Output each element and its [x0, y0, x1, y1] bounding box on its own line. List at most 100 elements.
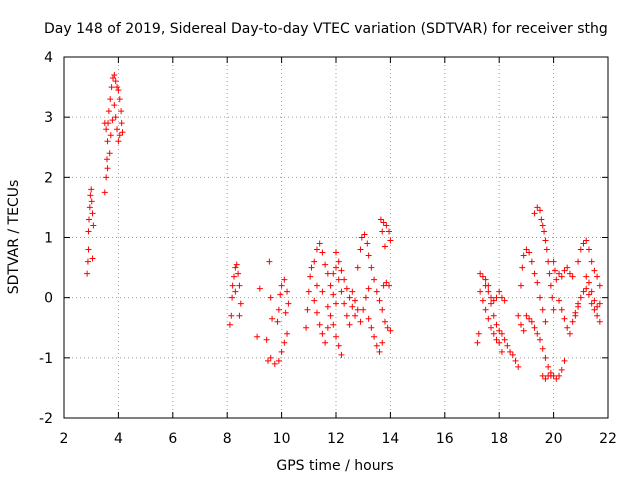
data-point — [519, 264, 526, 271]
data-point — [507, 348, 514, 355]
data-point — [549, 294, 556, 301]
data-point — [585, 246, 592, 253]
data-point — [485, 315, 492, 322]
data-point — [101, 189, 108, 196]
data-point — [490, 330, 497, 337]
data-point — [349, 288, 356, 295]
y-tick-label: -2 — [39, 411, 53, 427]
y-tick-label: -1 — [39, 351, 53, 367]
y-tick-label: 4 — [44, 50, 53, 66]
x-axis-label: GPS time / hours — [276, 458, 393, 474]
data-point — [275, 357, 282, 364]
data-point — [564, 324, 571, 331]
data-point — [346, 294, 353, 301]
data-point — [85, 228, 92, 235]
data-point — [545, 372, 552, 379]
data-point — [303, 324, 310, 331]
data-point — [284, 330, 291, 337]
data-point — [596, 300, 603, 307]
data-point — [256, 285, 263, 292]
data-point — [226, 321, 233, 328]
data-point — [373, 342, 380, 349]
data-point — [379, 228, 386, 235]
data-point — [89, 255, 96, 262]
data-point — [105, 108, 112, 115]
x-tick-label: 12 — [327, 431, 345, 447]
data-point — [542, 375, 549, 382]
data-point — [319, 249, 326, 256]
data-point — [265, 357, 271, 364]
data-point — [482, 276, 489, 283]
data-point — [575, 258, 582, 265]
data-point — [496, 327, 503, 334]
data-point — [266, 258, 273, 265]
data-point — [354, 306, 361, 313]
data-point — [112, 78, 119, 85]
data-point — [542, 354, 549, 361]
data-point — [352, 312, 359, 319]
data-point — [572, 312, 579, 319]
data-point — [104, 138, 111, 145]
data-point — [386, 228, 393, 235]
data-point — [313, 309, 320, 316]
data-point — [357, 246, 364, 253]
data-point — [520, 327, 527, 334]
data-point — [561, 267, 568, 274]
data-point — [305, 288, 312, 295]
data-point — [368, 264, 375, 271]
data-point — [577, 294, 584, 301]
data-point — [232, 264, 239, 271]
data-point — [488, 300, 495, 307]
data-point — [333, 249, 339, 256]
data-point — [109, 117, 116, 124]
data-point — [267, 354, 274, 361]
data-point — [236, 312, 243, 319]
data-point — [354, 264, 361, 271]
data-point — [307, 273, 314, 280]
data-point — [352, 297, 359, 304]
data-point — [338, 267, 345, 274]
data-point — [381, 318, 388, 325]
data-point — [263, 336, 270, 343]
data-point — [523, 246, 530, 253]
data-point — [85, 246, 92, 253]
x-tick-label: 6 — [168, 431, 177, 447]
data-point — [566, 330, 573, 337]
data-point — [324, 324, 331, 331]
data-point — [111, 102, 118, 109]
data-point — [517, 321, 524, 328]
data-point — [285, 300, 292, 307]
data-point — [387, 237, 394, 244]
data-point — [542, 318, 549, 325]
data-point — [346, 321, 353, 328]
data-point — [477, 288, 484, 295]
data-point — [330, 270, 337, 277]
data-point — [539, 222, 546, 229]
data-point — [338, 288, 345, 295]
data-point — [547, 282, 554, 289]
data-point — [479, 297, 486, 304]
data-point — [537, 336, 543, 343]
data-point — [277, 291, 284, 298]
data-point — [115, 138, 122, 145]
data-point — [231, 273, 237, 280]
data-point — [333, 300, 339, 307]
data-point — [311, 297, 318, 304]
data-point — [558, 273, 565, 280]
data-point — [107, 132, 114, 139]
data-point — [237, 300, 244, 307]
data-point — [509, 351, 516, 358]
x-tick-label: 8 — [223, 431, 232, 447]
data-point — [569, 273, 576, 280]
data-point — [490, 297, 497, 304]
data-point — [349, 303, 356, 310]
data-point — [229, 294, 236, 301]
data-point — [528, 318, 535, 325]
data-point — [343, 312, 350, 319]
data-point — [338, 351, 345, 358]
data-point — [104, 165, 111, 172]
data-point — [477, 270, 484, 277]
data-point — [504, 342, 511, 349]
data-point — [380, 282, 387, 289]
x-tick-label: 22 — [599, 431, 617, 447]
